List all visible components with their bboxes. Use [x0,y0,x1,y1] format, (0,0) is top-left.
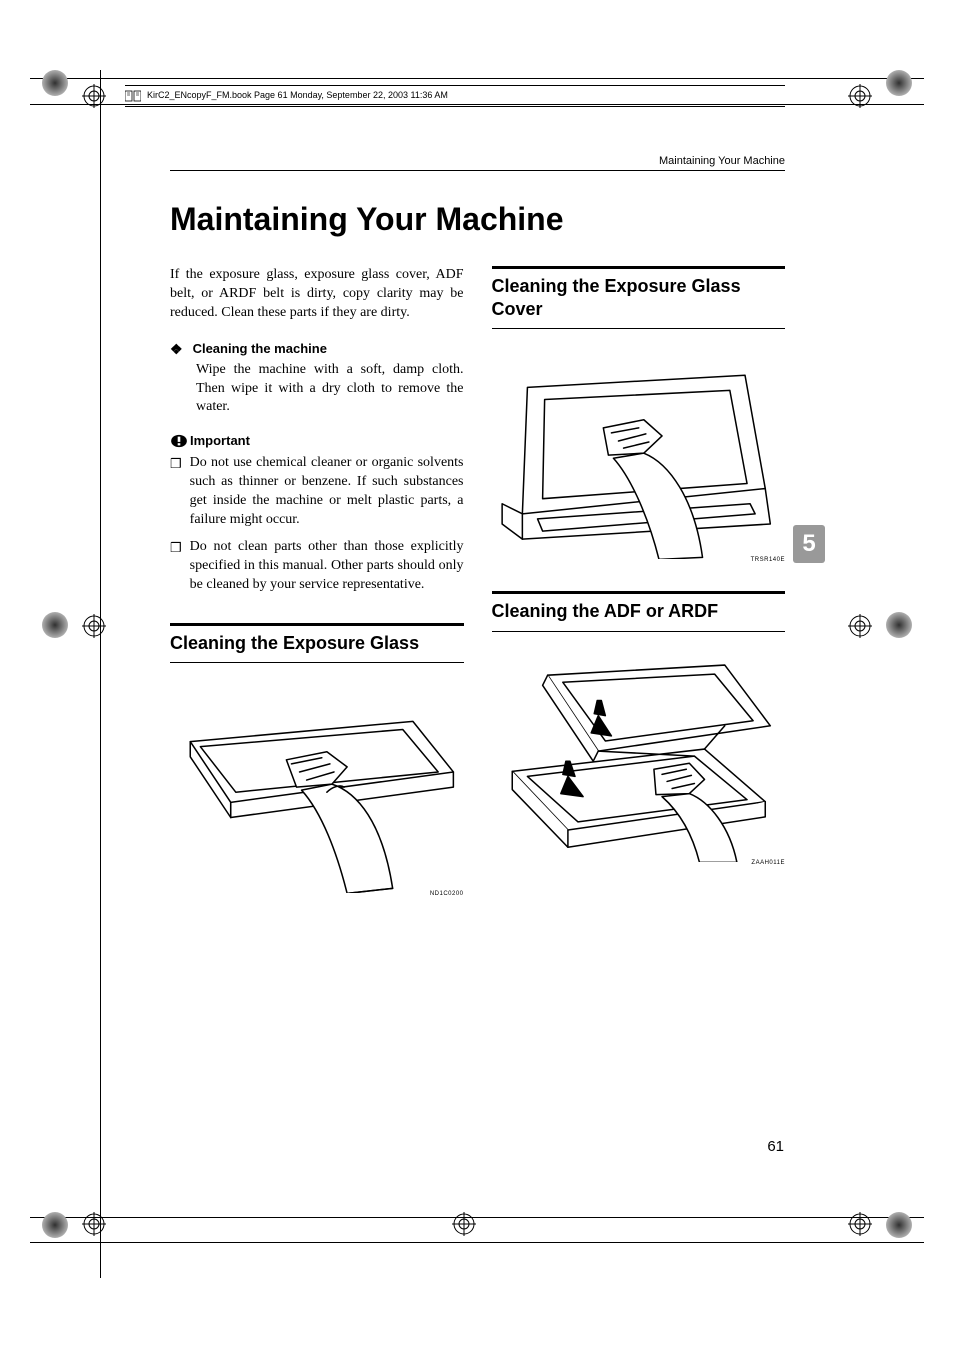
figure-adf: ZAAH011E [492,660,786,866]
chapter-tab: 5 [793,525,825,563]
running-head: Maintaining Your Machine [170,155,785,171]
reg-mark-ml [82,614,106,638]
intro-paragraph: If the exposure glass, exposure glass co… [170,266,464,323]
figure-exposure-glass-cover: TRSR140E [492,357,786,563]
diamond-icon: ❖ [170,341,183,358]
crop-line-top [30,78,924,79]
corner-dot-ml [40,610,70,640]
cleaning-machine-heading: ❖ Cleaning the machine [170,341,464,358]
frame-header-text: KirC2_ENcopyF_FM.book Page 61 Monday, Se… [147,90,448,102]
page-title: Maintaining Your Machine [170,201,785,238]
figure-exposure-glass: ND1C0200 [170,691,464,897]
reg-mark-tl [82,84,106,108]
important-heading: Important [170,433,464,448]
right-column: Cleaning the Exposure Glass Cover [492,266,786,907]
important-item-1: ❒ Do not use chemical cleaner or organic… [170,454,464,530]
corner-dot-br [884,1210,914,1240]
crop-line-left [100,70,101,1278]
figure-cover-id: TRSR140E [492,557,786,563]
important-label: Important [190,433,250,448]
corner-dot-bl [40,1210,70,1240]
crop-line-bottom2 [30,1242,924,1243]
crop-line-bottom [30,1217,924,1218]
reg-mark-mr [848,614,872,638]
cleaning-machine-label: Cleaning the machine [193,341,327,358]
reg-mark-tr [848,84,872,108]
important-item-1-text: Do not use chemical cleaner or organic s… [190,454,464,530]
corner-dot-mr [884,610,914,640]
book-icon [125,90,141,102]
page-number: 61 [767,1138,784,1155]
frame-header-bar: KirC2_ENcopyF_FM.book Page 61 Monday, Se… [125,85,785,107]
important-item-2: ❒ Do not clean parts other than those ex… [170,538,464,595]
reg-mark-bc [452,1212,476,1236]
corner-dot-tr [884,68,914,98]
important-item-2-text: Do not clean parts other than those expl… [190,538,464,595]
corner-dot-tl [40,68,70,98]
reg-mark-bl [82,1212,106,1236]
important-icon [170,434,188,448]
cleaning-machine-body: Wipe the machine with a soft, damp cloth… [196,361,464,418]
section-exposure-glass-cover: Cleaning the Exposure Glass Cover [492,266,786,329]
section-exposure-glass: Cleaning the Exposure Glass [170,623,464,664]
section-adf: Cleaning the ADF or ARDF [492,591,786,632]
bullet-icon: ❒ [170,539,182,595]
figure-exposure-glass-id: ND1C0200 [170,891,464,897]
reg-mark-br [848,1212,872,1236]
left-column: If the exposure glass, exposure glass co… [170,266,464,907]
bullet-icon: ❒ [170,455,182,530]
figure-adf-id: ZAAH011E [492,860,786,866]
